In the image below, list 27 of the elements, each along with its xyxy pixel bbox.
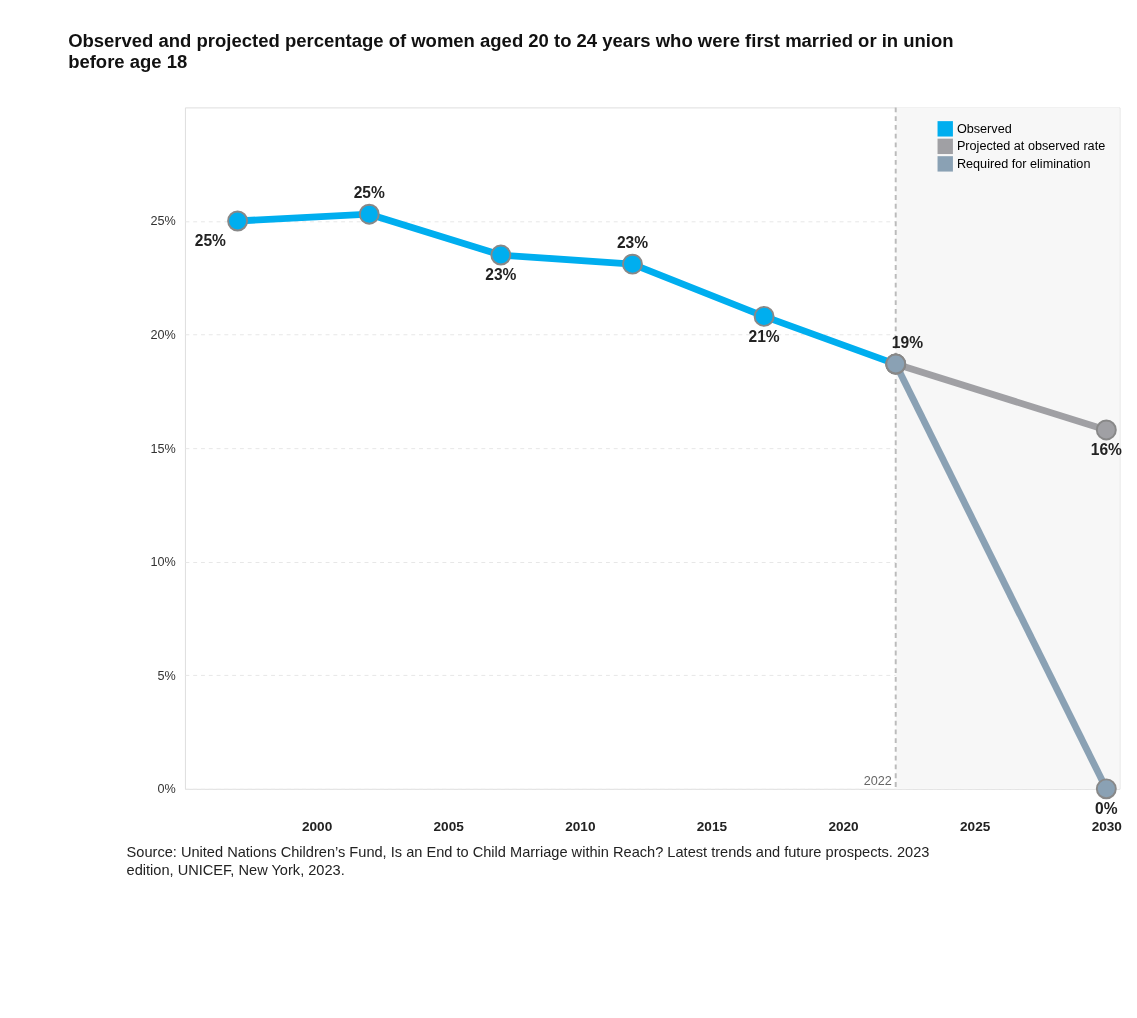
x-tick-label: 2015 [696,819,728,835]
source-note: Source: United Nations Children’s Fund, Is an End to Child Marriage within Reach? Latest trends and future prospects. 2023 edition, UNICEF, New York, 2023. [126,843,930,879]
y-tick-label: 10% [150,555,176,570]
x-tick-label: 2010 [565,819,596,835]
x-tick-label: 2025 [960,819,991,835]
y-tick-label: 25% [150,214,176,229]
ref-line-label: 2022 [863,773,892,788]
data-label: 0% [1095,800,1118,818]
data-label: 16% [1090,441,1123,459]
data-label: 23% [616,233,649,251]
data-label: 21% [748,327,780,345]
data-label: 25% [194,232,227,250]
data-label: 19% [891,333,924,351]
x-tick-label: 2030 [1091,819,1123,835]
y-tick-label: 15% [150,441,176,456]
y-tick-label: 20% [150,327,176,342]
legend-label: Projected at observed rate [956,139,1106,154]
data-label: 25% [353,183,385,201]
legend-label: Observed [956,121,1012,136]
x-tick-label: 2020 [828,819,860,835]
x-tick-label: 2000 [301,819,333,835]
data-label: 23% [485,266,517,284]
legend-label: Required for elimination [956,156,1091,171]
x-tick-label: 2005 [433,819,465,835]
chart-title: Observed and projected percentage of women aged 20 to 24 years who were first married or in union before age 18 [68,30,954,72]
y-tick-label: 0% [157,782,176,797]
y-tick-label: 5% [157,668,176,683]
